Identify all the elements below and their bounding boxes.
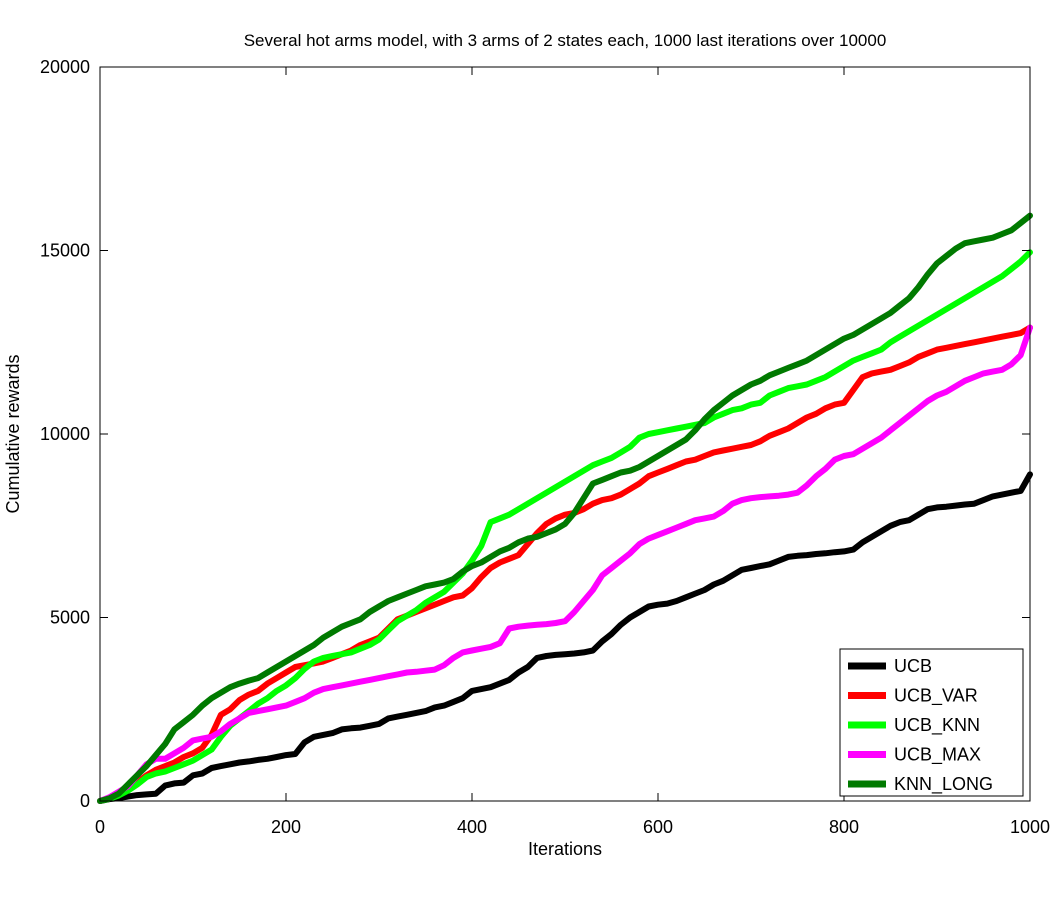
y-tick-label: 20000	[40, 57, 90, 77]
x-axis-title: Iterations	[528, 839, 602, 859]
x-tick-label: 600	[643, 817, 673, 837]
legend: UCB UCB_VAR UCB_KNN UCB_MAX KNN_LONG	[839, 648, 1024, 797]
series-layer	[97, 212, 1033, 804]
series-line-ucb-knn	[97, 249, 1033, 804]
series-line-ucb	[97, 471, 1033, 804]
series-line-knn-long	[97, 212, 1033, 804]
y-tick-label: 0	[80, 791, 90, 811]
chart-title: Several hot arms model, with 3 arms of 2…	[244, 31, 887, 50]
legend-label-ucb-knn: UCB_KNN	[894, 715, 980, 736]
x-tick-label: 0	[95, 817, 105, 837]
legend-label-ucb: UCB	[894, 656, 932, 676]
legend-label-knn-long: KNN_LONG	[894, 774, 993, 795]
x-tick-label: 800	[829, 817, 859, 837]
series-line-ucb-max	[97, 324, 1033, 804]
legend-label-ucb-max: UCB_MAX	[894, 745, 981, 766]
x-tick-label: 200	[271, 817, 301, 837]
x-tick-label: 400	[457, 817, 487, 837]
y-tick-label: 15000	[40, 241, 90, 261]
series-line-ucb-var	[97, 324, 1033, 804]
y-tick-label: 5000	[50, 608, 90, 628]
y-tick-label: 10000	[40, 424, 90, 444]
legend-label-ucb-var: UCB_VAR	[894, 686, 978, 707]
y-axis-title: Cumulative rewards	[3, 354, 23, 513]
x-tick-label: 1000	[1010, 817, 1050, 837]
